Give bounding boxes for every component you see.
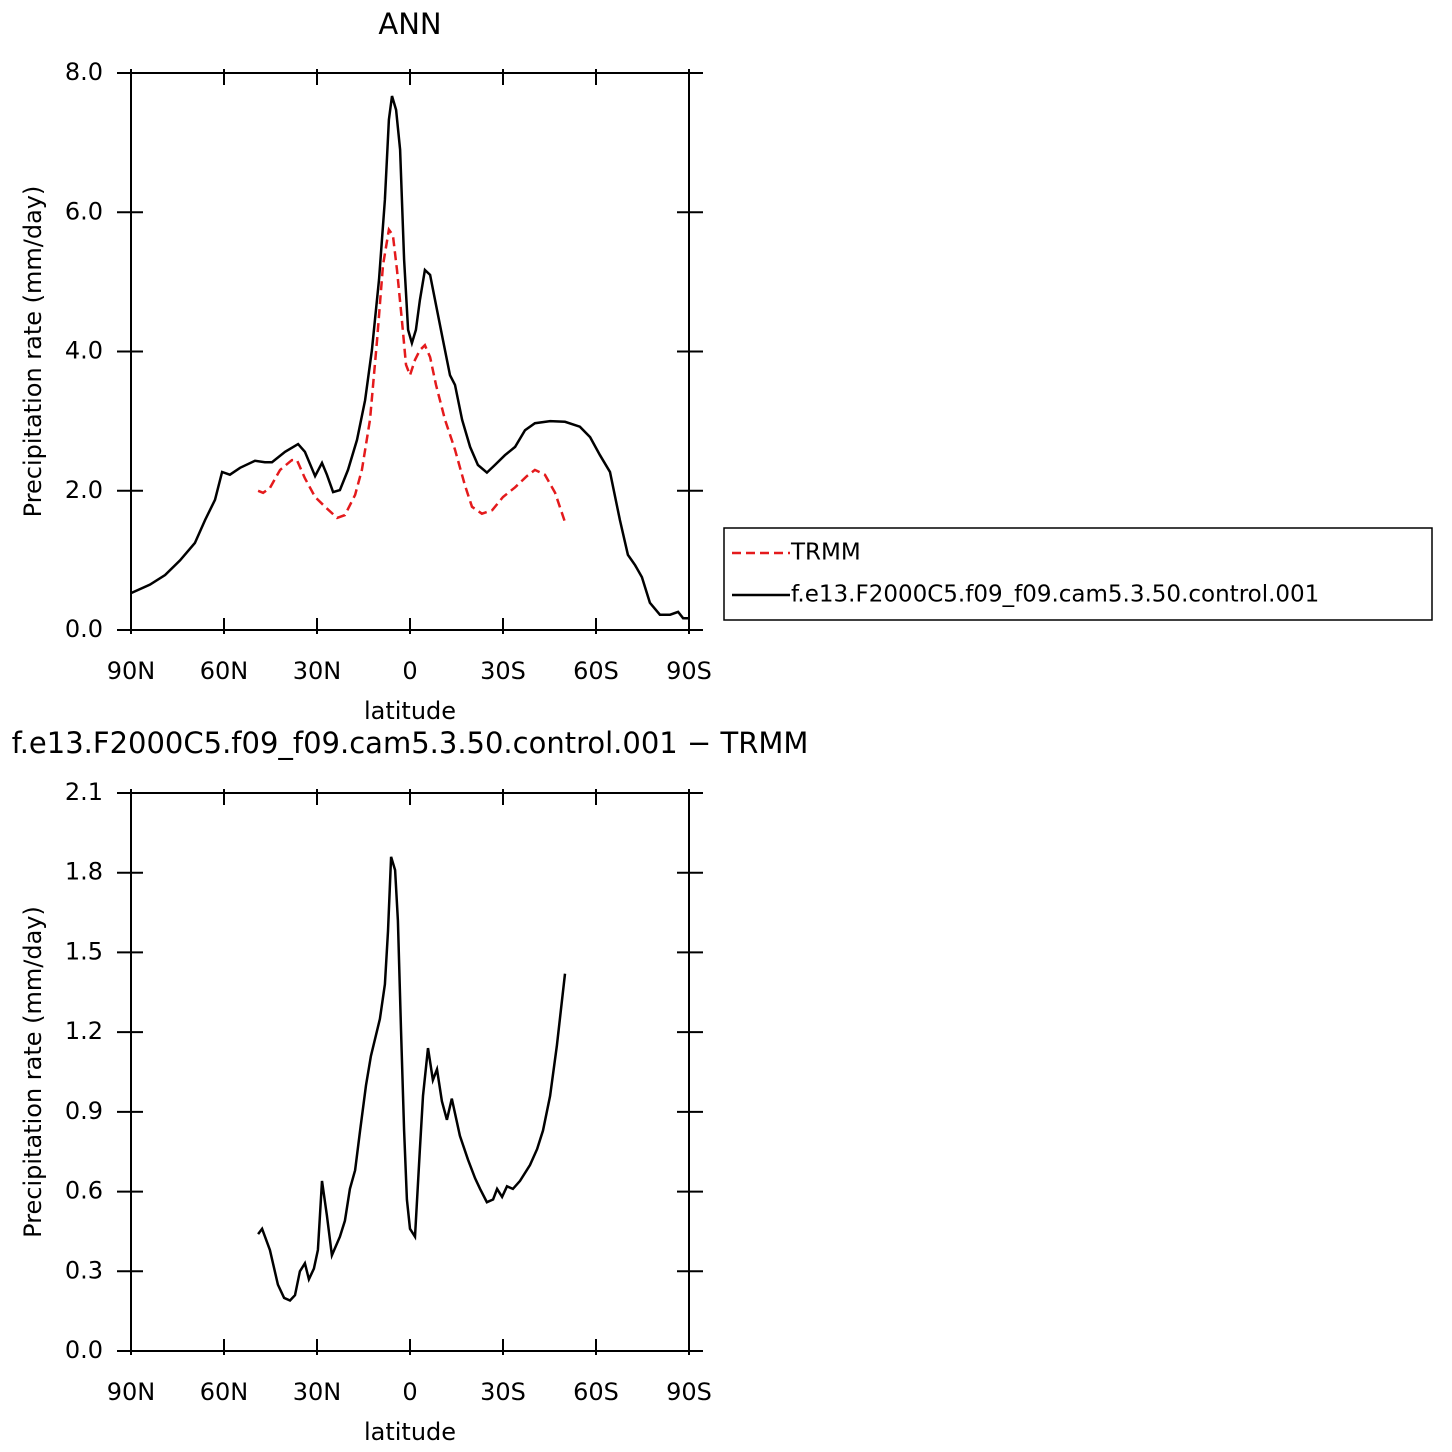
x-tick-label: 60N [200, 657, 249, 685]
y-tick-label: 0.9 [65, 1097, 103, 1125]
x-axis-label: latitude [364, 1418, 456, 1446]
x-tick-label: 30N [293, 1378, 342, 1406]
legend-label: f.e13.F2000C5.f09_f09.cam5.3.50.control.… [791, 582, 1319, 608]
x-tick-label: 30S [480, 657, 526, 685]
legend-label: TRMM [790, 540, 861, 566]
y-tick-label: 0.0 [65, 1336, 103, 1364]
x-tick-label: 60S [573, 1378, 619, 1406]
y-tick-label: 0.0 [65, 615, 103, 643]
plot-frame [130, 792, 690, 1352]
x-tick-label: 90N [107, 1378, 156, 1406]
y-axis-label: Precipitation rate (mm/day) [19, 186, 47, 518]
data-line [130, 95, 689, 620]
chart-title: ANN [378, 7, 441, 41]
x-tick-label: 90S [666, 1378, 712, 1406]
y-tick-label: 1.2 [65, 1017, 103, 1045]
y-tick-label: 2.1 [65, 778, 103, 806]
y-tick-label: 1.8 [65, 858, 103, 886]
data-line [257, 226, 567, 523]
x-tick-label: 90N [107, 657, 156, 685]
data-line [257, 856, 567, 1302]
chart-title: f.e13.F2000C5.f09_f09.cam5.3.50.control.… [12, 726, 809, 760]
y-axis-label: Precipitation rate (mm/day) [19, 906, 47, 1238]
x-tick-label: 0 [402, 1378, 417, 1406]
y-tick-label: 4.0 [65, 337, 103, 365]
x-tick-label: 90S [666, 657, 712, 685]
x-tick-label: 0 [402, 657, 417, 685]
x-tick-label: 30N [293, 657, 342, 685]
y-tick-label: 0.6 [65, 1177, 103, 1205]
y-tick-label: 0.3 [65, 1256, 103, 1284]
x-axis-label: latitude [364, 697, 456, 725]
x-tick-label: 30S [480, 1378, 526, 1406]
y-tick-label: 1.5 [65, 937, 103, 965]
x-tick-label: 60S [573, 657, 619, 685]
x-tick-label: 60N [200, 1378, 249, 1406]
y-tick-label: 6.0 [65, 197, 103, 225]
y-tick-label: 2.0 [65, 476, 103, 504]
legend-box [723, 527, 1433, 621]
plot-frame [130, 72, 690, 631]
y-tick-label: 8.0 [65, 58, 103, 86]
